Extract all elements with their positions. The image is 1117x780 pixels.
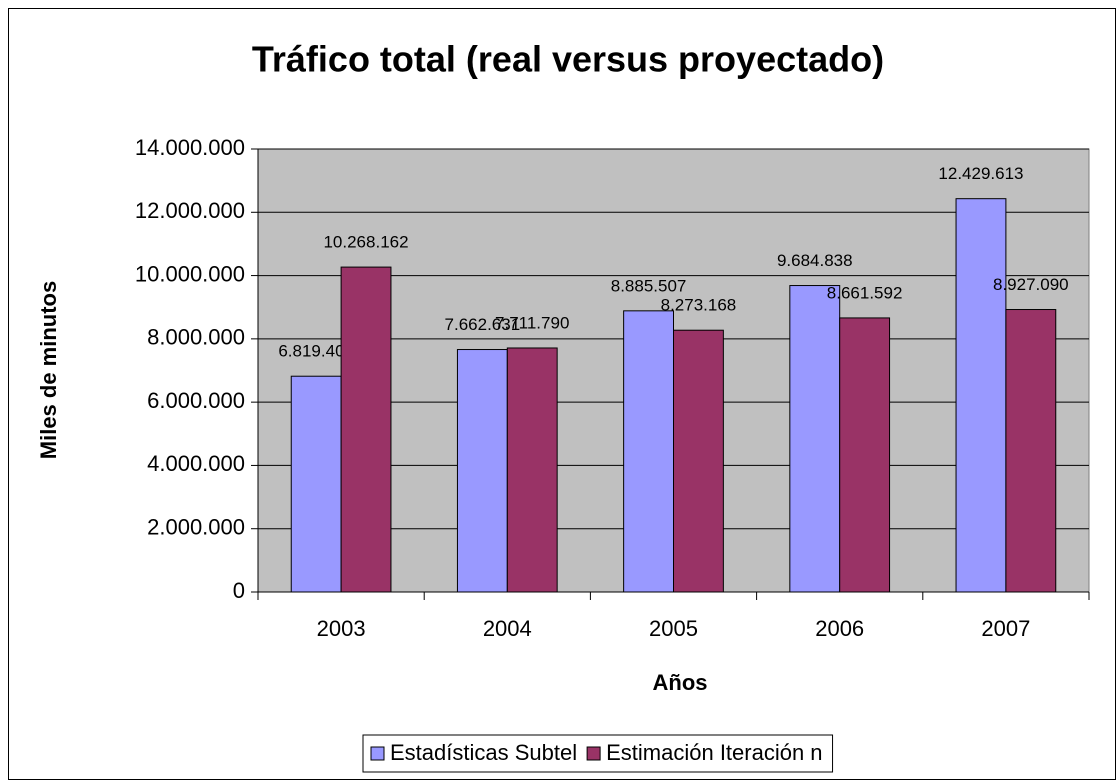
data-label: 7.662.631 — [445, 315, 521, 334]
data-label: 10.268.162 — [323, 233, 408, 252]
data-label: 8.885.507 — [611, 276, 687, 295]
data-label: 8.273.168 — [661, 296, 737, 315]
y-tick-label: 10.000.000 — [135, 261, 245, 286]
y-tick-label: 8.000.000 — [147, 325, 245, 350]
x-axis-title: Años — [653, 670, 708, 695]
y-tick-label: 4.000.000 — [147, 451, 245, 476]
bar — [340, 266, 392, 593]
x-tick-label: 2007 — [981, 616, 1030, 641]
y-tick-label: 0 — [233, 578, 245, 603]
x-tick-label: 2006 — [815, 616, 864, 641]
x-tick-label: 2003 — [317, 616, 366, 641]
bar — [506, 347, 558, 593]
bar — [290, 375, 342, 593]
legend-swatch — [370, 746, 385, 761]
bar — [839, 317, 891, 593]
data-label: 12.429.613 — [938, 164, 1023, 183]
bar — [456, 349, 508, 593]
bar — [955, 198, 1007, 593]
x-tick-label: 2004 — [483, 616, 532, 641]
data-label: 7.711.790 — [495, 313, 569, 332]
y-tick-label: 2.000.000 — [147, 515, 245, 540]
bar — [623, 310, 675, 593]
bar — [1005, 309, 1057, 593]
data-label: 8.927.090 — [993, 275, 1069, 294]
data-label: 8.661.592 — [827, 283, 903, 302]
legend-label: Estadísticas Subtel — [390, 740, 577, 765]
y-axis-title: Miles de minutos — [36, 281, 61, 459]
y-tick-label: 12.000.000 — [135, 198, 245, 223]
legend-swatch — [586, 746, 601, 761]
bar — [673, 329, 724, 593]
chart-title: Tráfico total (real versus proyectado) — [252, 39, 884, 80]
data-label: 6.819.405 — [278, 342, 354, 361]
legend-label: Estimación Iteración n — [606, 740, 822, 765]
x-tick-label: 2005 — [649, 616, 698, 641]
data-label: 9.684.838 — [777, 251, 853, 270]
y-tick-label: 6.000.000 — [147, 388, 245, 413]
bar — [789, 285, 841, 593]
y-tick-label: 14.000.000 — [135, 135, 245, 160]
